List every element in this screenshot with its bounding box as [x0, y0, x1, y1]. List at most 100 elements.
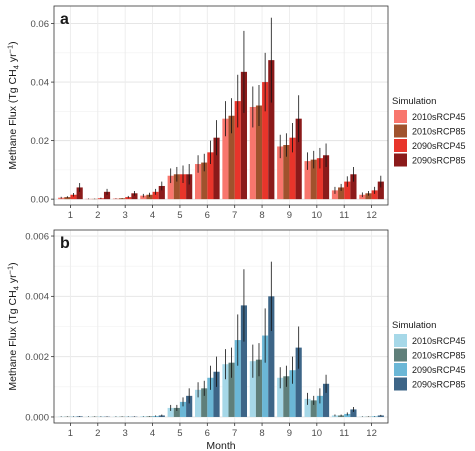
legend-swatch: [394, 139, 407, 152]
bar: [304, 161, 311, 200]
x-tick-label: 6: [205, 428, 210, 439]
x-tick-label: 8: [259, 210, 264, 221]
x-tick-label: 12: [366, 428, 377, 439]
bar: [289, 370, 296, 417]
legend-swatch: [394, 377, 407, 391]
bar: [240, 305, 248, 417]
bar: [283, 376, 290, 417]
bar: [213, 371, 220, 417]
bar: [268, 296, 275, 417]
bar: [249, 106, 256, 200]
bar: [103, 191, 111, 200]
bar: [268, 60, 275, 200]
x-tick-label: 11: [339, 210, 349, 221]
bar: [201, 162, 208, 200]
bar: [350, 174, 357, 200]
bar: [222, 364, 229, 417]
x-tick-label: 2: [95, 210, 100, 221]
bar: [365, 193, 372, 200]
bar: [158, 185, 165, 200]
legend-label: 2010sRCP85: [412, 351, 466, 361]
x-tick-label: 4: [150, 428, 155, 439]
bar: [222, 118, 229, 200]
bar: [377, 415, 384, 417]
bar: [277, 146, 284, 200]
bar: [207, 152, 214, 200]
x-tick-label: 3: [123, 210, 128, 221]
legend-swatch: [394, 348, 407, 362]
y-tick-label: 0.004: [25, 292, 49, 303]
bar: [167, 407, 174, 417]
bar: [131, 193, 138, 200]
y-tick-label: 0.06: [31, 19, 50, 30]
bar: [173, 407, 180, 417]
bar: [322, 155, 330, 200]
legend-label: 2090sRCP45: [412, 141, 466, 151]
bar: [186, 395, 193, 417]
legend-swatch: [394, 363, 407, 376]
bar: [240, 71, 248, 200]
panel-background: [54, 6, 388, 205]
bar: [207, 377, 214, 417]
panel-label: a: [60, 11, 69, 28]
bar: [283, 145, 290, 200]
x-tick-label: 7: [232, 428, 237, 439]
legend-label: 2090sRCP85: [412, 380, 466, 390]
x-tick-label: 10: [312, 210, 323, 221]
bar: [277, 377, 284, 417]
legend-swatch: [394, 124, 407, 138]
legend: Simulation 2010sRCP45 2010sRCP85 2090sRCP45…: [392, 320, 466, 391]
x-tick-label: 9: [287, 210, 292, 221]
panel-border: [53, 5, 389, 206]
x-tick-label: 1: [68, 428, 73, 439]
bar: [194, 164, 202, 200]
y-tick-label: 0.000: [25, 412, 49, 423]
bar: [152, 191, 159, 200]
legend: Simulation 2010sRCP45 2010sRCP85 2090sRCP45…: [392, 96, 466, 167]
bar: [338, 187, 345, 200]
bar: [146, 194, 153, 200]
legend-label: 2090sRCP45: [412, 365, 466, 375]
x-tick-label: 12: [366, 210, 377, 221]
legend-label: 2010sRCP45: [412, 336, 466, 346]
x-axis-title: Month: [206, 440, 235, 451]
bar: [234, 340, 241, 417]
bar: [295, 118, 302, 200]
bar: [173, 174, 180, 200]
y-tick-label: 0.04: [31, 77, 50, 88]
panel-label: b: [60, 235, 70, 252]
legend-label: 2010sRCP85: [412, 127, 466, 137]
legend-label: 2010sRCP45: [412, 112, 466, 122]
legend-swatch: [394, 110, 407, 123]
legend-title: Simulation: [392, 96, 436, 107]
x-tick-label: 1: [68, 210, 73, 221]
y-tick-label: 0.02: [31, 136, 50, 147]
bar: [167, 175, 174, 200]
bar: [76, 187, 83, 200]
x-tick-label: 4: [150, 210, 155, 221]
bar: [179, 401, 187, 417]
x-tick-label: 11: [339, 428, 349, 439]
bar: [255, 105, 263, 200]
bar: [249, 361, 256, 417]
bar: [213, 137, 220, 200]
y-tick-label: 0.00: [31, 194, 50, 205]
bar: [316, 395, 323, 417]
bar: [179, 174, 187, 200]
bar: [201, 388, 208, 417]
bar: [371, 190, 378, 200]
x-tick-label: 5: [177, 210, 182, 221]
y-axis-title: Methane Flux (Tg CH4 yr−1): [6, 41, 21, 169]
bar: [304, 398, 311, 417]
bar: [310, 400, 317, 417]
legend-title: Simulation: [392, 320, 436, 331]
bar: [377, 181, 384, 200]
panel-a: 0.000.020.040.061 2 3 4 5 6 7 8 9 10 11 12aMethane …: [6, 5, 466, 221]
x-tick-label: 7: [232, 210, 237, 221]
panel-border: [53, 229, 389, 424]
bar: [234, 101, 241, 200]
bar: [255, 359, 263, 417]
legend-label: 2090sRCP85: [412, 156, 466, 166]
